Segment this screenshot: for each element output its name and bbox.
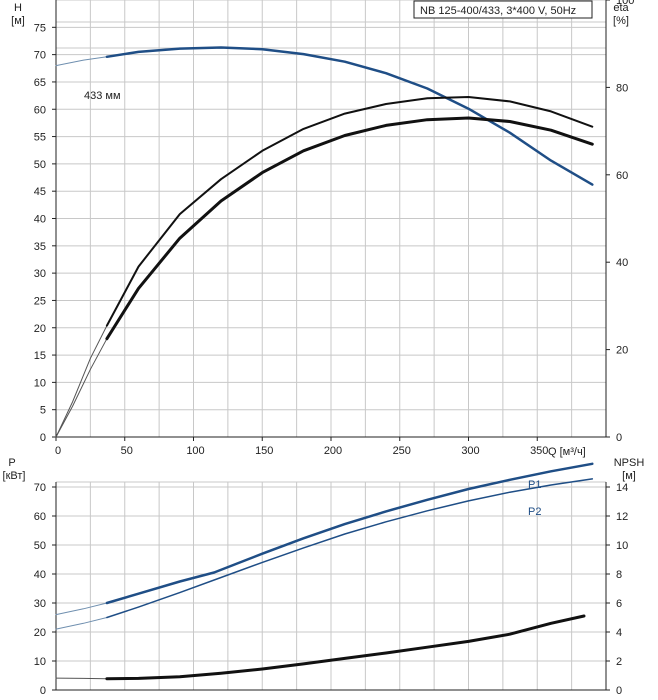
y-left-tick-label: 50 bbox=[34, 540, 46, 552]
y-right-tick-label: 0 bbox=[616, 432, 622, 444]
top-grid bbox=[55, 0, 607, 438]
y-right-tick-label: 0 bbox=[616, 685, 622, 697]
series-line-p2_thin bbox=[55, 617, 108, 630]
series-line-eta_lower bbox=[105, 116, 594, 341]
y-left-tick-label: 10 bbox=[34, 377, 46, 389]
series-label-p1: P1 bbox=[528, 479, 541, 491]
series-line-p1 bbox=[105, 462, 594, 605]
y-left-title-h: H bbox=[14, 2, 22, 14]
y-left-tick-label: 70 bbox=[34, 482, 46, 494]
y-right-tick-label: 14 bbox=[616, 482, 628, 494]
y-left-tick-label: 25 bbox=[34, 295, 46, 307]
series-line-npsh_thin bbox=[55, 677, 108, 680]
y-left-tick-label: 45 bbox=[34, 186, 46, 198]
y-left-tick-label: 40 bbox=[34, 569, 46, 581]
y-left-tick-label: 0 bbox=[40, 685, 46, 697]
x-tick-label: 50 bbox=[121, 445, 133, 457]
y-left-tick-label: 30 bbox=[34, 268, 46, 280]
y-right-tick-label: 8 bbox=[616, 569, 622, 581]
y-left-tick-label: 15 bbox=[34, 350, 46, 362]
series-line-npsh bbox=[105, 614, 586, 681]
x-tick-label: 200 bbox=[324, 445, 342, 457]
y-left-unit-p: [кВт] bbox=[3, 470, 26, 482]
series-label-p2: P2 bbox=[528, 506, 541, 518]
y-left-tick-label: 65 bbox=[34, 77, 46, 89]
y-right-title-eta: eta bbox=[613, 2, 629, 14]
y-right-unit-npsh: [м] bbox=[622, 470, 636, 482]
y-right-tick-label: 10 bbox=[616, 540, 628, 552]
x-tick-label: 250 bbox=[393, 445, 411, 457]
y-left-tick-label: 55 bbox=[34, 132, 46, 144]
bottom-series bbox=[55, 462, 594, 681]
x-tick-label: 300 bbox=[461, 445, 479, 457]
y-left-tick-label: 10 bbox=[34, 656, 46, 668]
series-line-head_thin bbox=[55, 56, 108, 67]
y-left-tick-label: 60 bbox=[34, 104, 46, 116]
y-right-tick-label: 100 bbox=[616, 0, 634, 7]
legend-box-text: NB 125-400/433, 3*400 V, 50Hz bbox=[420, 5, 576, 17]
x-axis-unit-label: Q [м³/ч] bbox=[548, 446, 586, 458]
y-left-tick-label: 0 bbox=[40, 432, 46, 444]
series-line-eta_upper_thin bbox=[55, 325, 108, 438]
y-right-unit-eta: [%] bbox=[613, 15, 629, 27]
series-line-head bbox=[105, 46, 594, 186]
y-left-tick-label: 75 bbox=[34, 22, 46, 34]
y-left-title-p: P bbox=[8, 457, 15, 469]
bottom-axes bbox=[52, 482, 610, 691]
y-left-tick-label: 60 bbox=[34, 511, 46, 523]
y-right-tick-label: 60 bbox=[616, 170, 628, 182]
top-axes bbox=[52, 0, 610, 441]
legend-box bbox=[413, 0, 593, 19]
x-tick-label: 100 bbox=[186, 445, 204, 457]
y-right-title-npsh: NPSH bbox=[614, 457, 645, 469]
y-left-tick-label: 40 bbox=[34, 214, 46, 226]
y-right-tick-label: 20 bbox=[616, 345, 628, 357]
y-right-tick-label: 2 bbox=[616, 656, 622, 668]
top-series bbox=[55, 46, 594, 438]
series-line-eta_lower_thin bbox=[55, 338, 108, 438]
y-right-tick-label: 6 bbox=[616, 598, 622, 610]
y-left-unit-h: [м] bbox=[11, 15, 25, 27]
x-tick-label: 350 bbox=[530, 445, 548, 457]
y-right-tick-label: 40 bbox=[616, 257, 628, 269]
y-right-tick-label: 4 bbox=[616, 627, 622, 639]
series-line-eta_upper bbox=[105, 96, 594, 327]
curve-annotation-433mm: 433 мм bbox=[84, 90, 121, 102]
x-tick-label: 150 bbox=[255, 445, 273, 457]
y-left-tick-label: 50 bbox=[34, 159, 46, 171]
top-tick-labels: 0 5 10 15 20 25 30 35 40 45 50 55 60 65 70 75 0 20 40 60 80 1… bbox=[34, 0, 635, 457]
bottom-tick-labels: 0 10 20 30 40 50 60 70 0 2 4 6 8 10 12 14 bbox=[34, 482, 629, 697]
y-left-tick-label: 35 bbox=[34, 241, 46, 253]
series-line-p1_thin bbox=[55, 602, 108, 616]
x-tick-label: 0 bbox=[55, 445, 61, 457]
series-line-p2 bbox=[106, 478, 594, 619]
y-left-tick-label: 20 bbox=[34, 323, 46, 335]
head-efficiency-panel: 0 5 10 15 20 25 30 35 40 45 50 55 60 65 70 75 0 20 40 60 80 1… bbox=[11, 0, 634, 458]
y-right-tick-label: 80 bbox=[616, 82, 628, 94]
y-left-tick-label: 70 bbox=[34, 50, 46, 62]
y-left-tick-label: 30 bbox=[34, 598, 46, 610]
y-left-tick-label: 20 bbox=[34, 627, 46, 639]
y-left-tick-label: 5 bbox=[40, 405, 46, 417]
y-right-tick-label: 12 bbox=[616, 511, 628, 523]
